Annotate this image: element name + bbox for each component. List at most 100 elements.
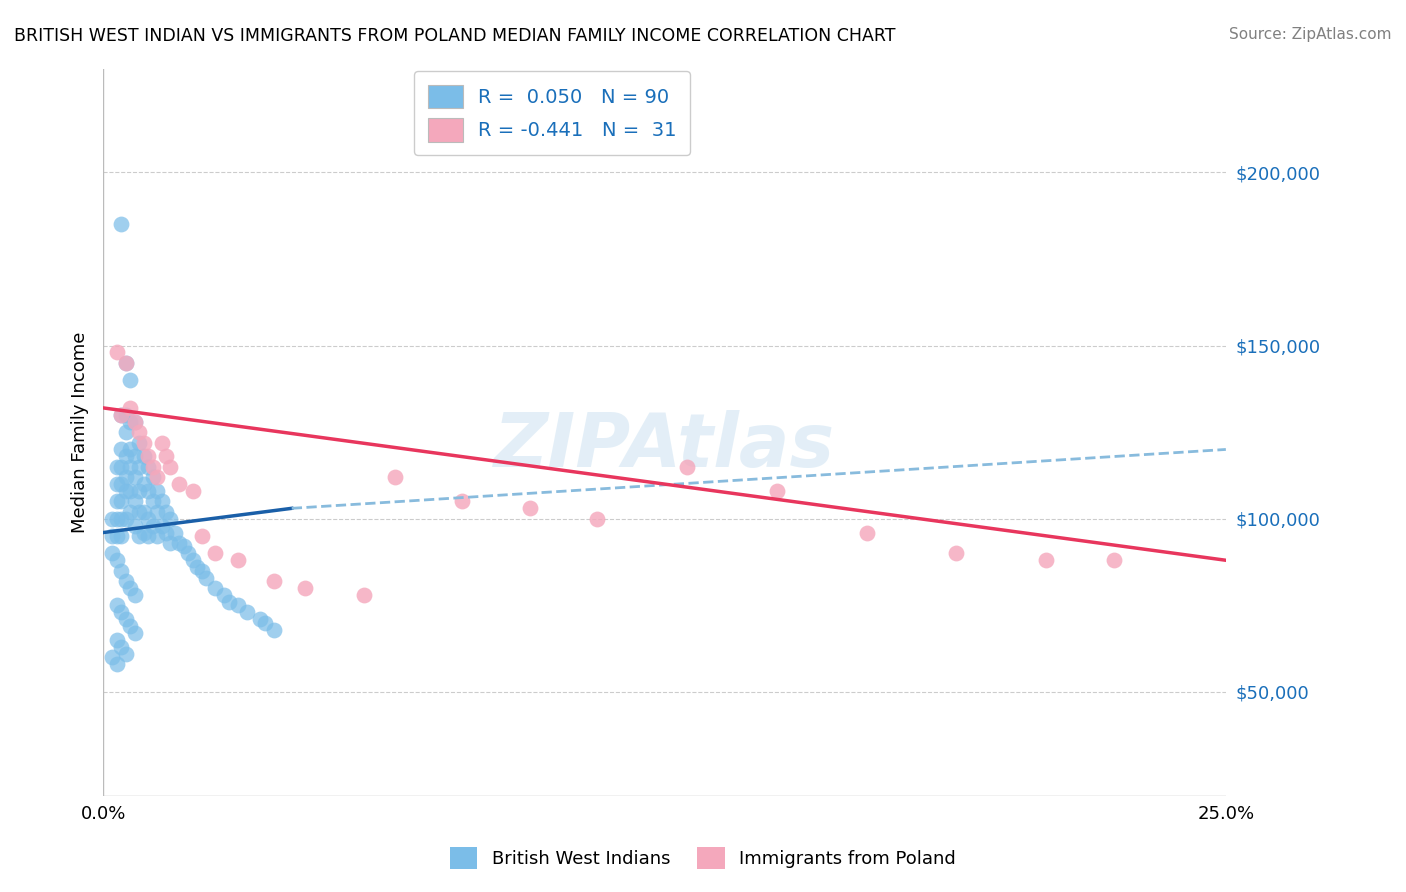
Point [186,560,208,574]
Point [136,459,159,474]
Point [114,647,136,661]
Point [124,518,146,533]
Point [101,512,124,526]
Point [110,529,132,543]
Point [120,415,142,429]
Point [114,356,136,370]
Point [263,623,285,637]
Point [114,483,136,498]
Point [120,581,142,595]
Point [105,657,128,672]
Point [191,529,214,543]
Point [124,415,146,429]
Point [105,553,128,567]
Point [181,483,204,498]
Point [226,599,249,613]
Point [136,529,159,543]
Point [120,373,142,387]
Point [249,612,271,626]
Text: ZIPAtlas: ZIPAtlas [494,410,835,483]
Point [120,483,142,498]
Point [384,470,406,484]
Point [128,435,150,450]
Legend: British West Indians, Immigrants from Poland: British West Indians, Immigrants from Po… [444,841,962,874]
Point [120,401,142,415]
Point [105,529,128,543]
Point [128,529,150,543]
Point [136,512,159,526]
Point [150,494,173,508]
Point [253,615,276,630]
Point [353,588,375,602]
Legend: R =  0.050   N = 90, R = -0.441   N =  31: R = 0.050 N = 90, R = -0.441 N = 31 [415,71,690,155]
Point [110,408,132,422]
Point [945,546,967,560]
Point [155,450,177,464]
Point [169,536,191,550]
Point [855,525,877,540]
Point [141,470,163,484]
Point [1102,553,1125,567]
Point [136,483,159,498]
Point [110,477,132,491]
Point [120,459,142,474]
Point [124,415,146,429]
Point [132,477,155,491]
Y-axis label: Median Family Income: Median Family Income [72,332,89,533]
Text: BRITISH WEST INDIAN VS IMMIGRANTS FROM POLAND MEDIAN FAMILY INCOME CORRELATION C: BRITISH WEST INDIAN VS IMMIGRANTS FROM P… [14,27,896,45]
Point [114,512,136,526]
Point [163,525,186,540]
Point [110,564,132,578]
Point [120,442,142,457]
Point [120,619,142,633]
Point [105,632,128,647]
Point [110,459,132,474]
Point [120,505,142,519]
Point [159,459,181,474]
Point [114,425,136,439]
Point [110,605,132,619]
Point [765,483,787,498]
Point [124,470,146,484]
Point [294,581,316,595]
Point [124,450,146,464]
Point [150,435,173,450]
Point [195,571,218,585]
Point [146,529,169,543]
Point [110,512,132,526]
Point [204,581,226,595]
Point [136,450,159,464]
Point [105,494,128,508]
Point [105,477,128,491]
Point [101,546,124,560]
Point [101,650,124,665]
Point [110,442,132,457]
Point [169,477,191,491]
Point [110,640,132,654]
Point [173,540,195,554]
Point [159,512,181,526]
Point [110,218,132,232]
Point [141,459,163,474]
Point [150,518,173,533]
Point [191,564,214,578]
Point [181,553,204,567]
Point [226,553,249,567]
Point [155,525,177,540]
Point [105,512,128,526]
Point [141,494,163,508]
Point [1035,553,1057,567]
Point [114,356,136,370]
Point [204,546,226,560]
Point [114,574,136,588]
Point [132,505,155,519]
Point [105,459,128,474]
Point [105,599,128,613]
Point [132,525,155,540]
Point [114,408,136,422]
Point [586,512,609,526]
Text: Source: ZipAtlas.com: Source: ZipAtlas.com [1229,27,1392,42]
Point [236,605,259,619]
Point [128,425,150,439]
Point [114,450,136,464]
